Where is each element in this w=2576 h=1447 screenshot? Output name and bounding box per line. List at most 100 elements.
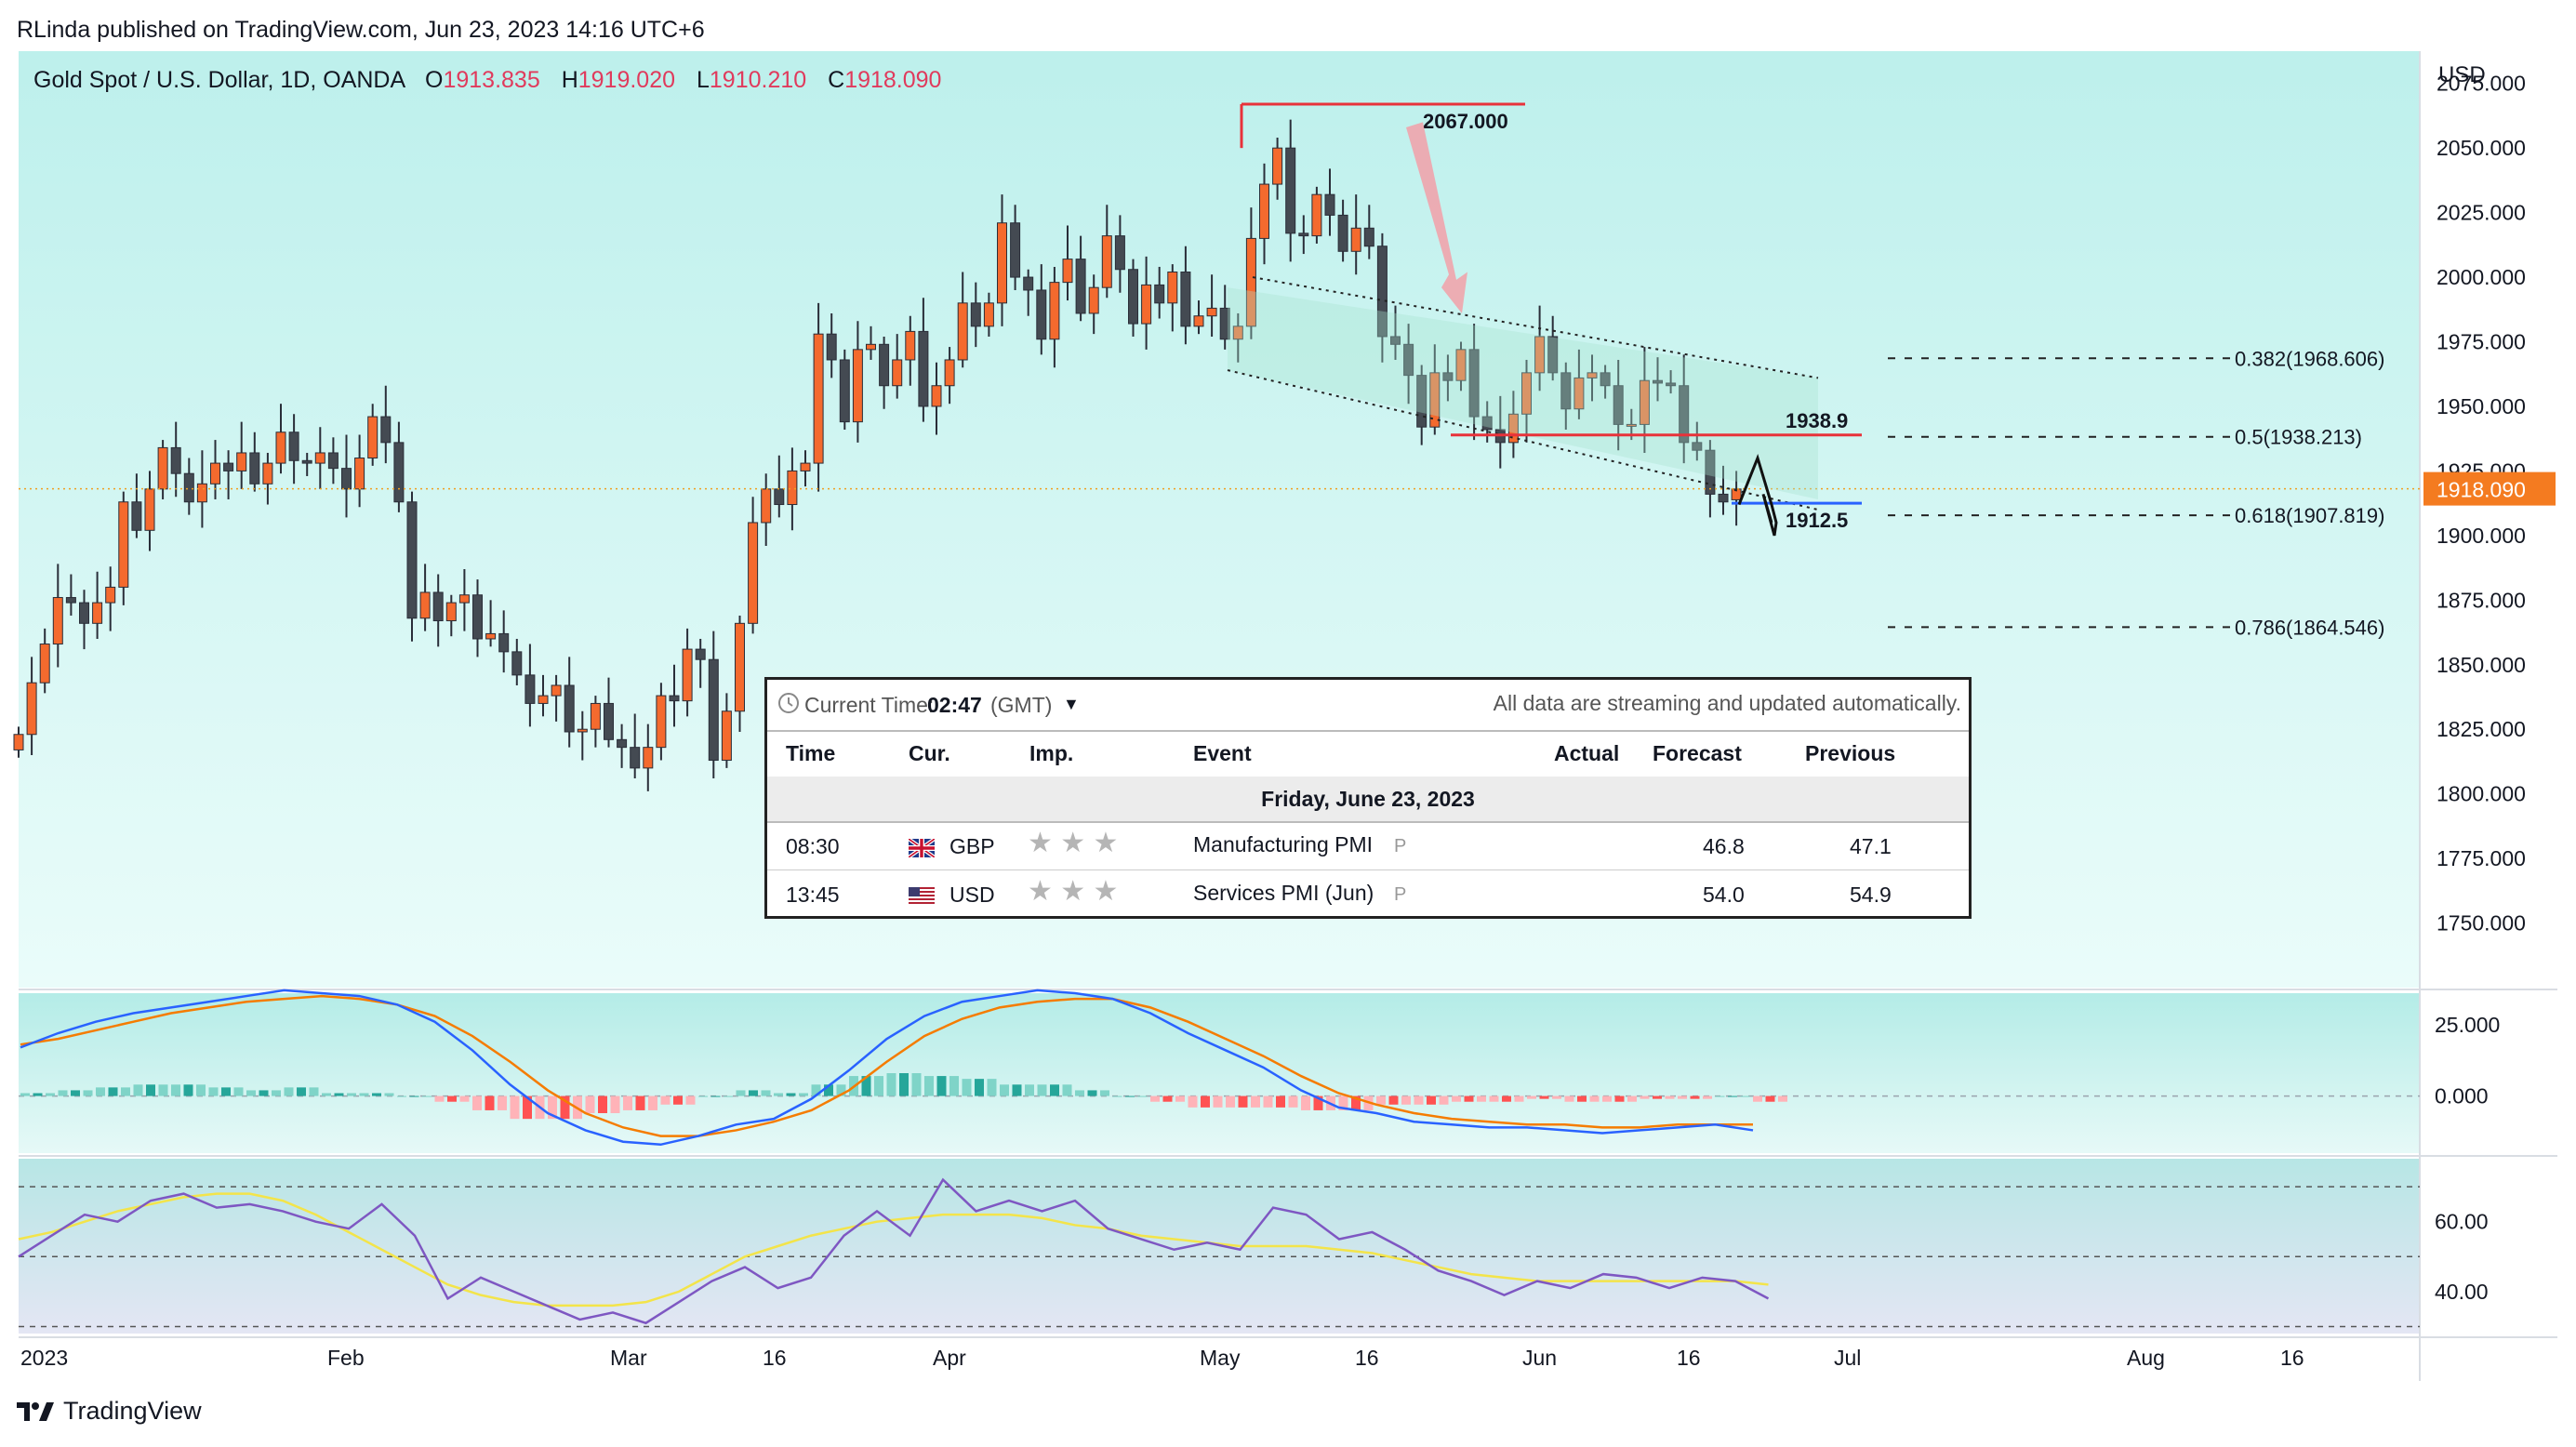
time-tick-label: Mar [610,1346,647,1370]
time-tick-label: May [1200,1346,1241,1370]
tradingview-brand[interactable]: TradingView [17,1397,202,1426]
candle [721,693,732,768]
fib-level-label: 0.382(1968.606) [2235,347,2384,370]
time-tick-label: Jul [1834,1346,1861,1370]
candle-body [170,446,181,474]
candle [1272,138,1283,200]
ohlc-close-label: C [828,67,845,93]
candle [1507,391,1519,458]
candle-body [1363,227,1374,247]
macd-histogram-bar [1753,1095,1762,1102]
candle [1455,341,1467,392]
candle-body [656,695,667,749]
col-actual: Actual [1554,741,1620,765]
macd-histogram-bar [987,1079,997,1096]
table-row[interactable]: 08:30 GBP ★ ★ ★ Manufacturing PMI P 46.8… [767,821,1969,870]
macd-histogram-bar [698,1095,708,1097]
macd-histogram-bar [121,1087,130,1096]
candle-body [1114,235,1125,271]
candle [761,473,772,546]
macd-histogram-bar [384,1093,394,1096]
candle [314,427,325,489]
timezone-dropdown[interactable]: (GMT) [990,693,1053,717]
macd-histogram-bar [1665,1095,1675,1099]
macd-histogram-bar [1000,1084,1009,1096]
candle [590,696,601,748]
candle-body [1455,349,1467,381]
candle [604,677,614,748]
candle-body [1416,375,1427,428]
candle [1468,324,1480,441]
candle-body [866,343,876,351]
chevron-down-icon[interactable]: ▼ [1063,695,1080,713]
symbol-name: Gold Spot / U.S. Dollar, 1D, OANDA [33,67,406,93]
macd-histogram-bar [20,1093,30,1096]
candle-body [419,591,431,619]
candle [852,321,863,443]
candle [643,724,654,791]
candle [1193,300,1204,335]
candle [1010,205,1021,290]
candle-body [826,333,837,361]
macd-histogram-bar [272,1090,281,1096]
candle [1390,305,1401,360]
macd-histogram-bar [1715,1095,1725,1097]
symbol-legend: Gold Spot / U.S. Dollar, 1D, OANDA O1913… [33,67,956,94]
macd-histogram-bar [899,1073,909,1096]
candle-body [105,586,116,604]
candle-body [92,602,103,624]
candle-body [1167,272,1178,304]
candle-body [538,695,549,704]
macd-histogram-bar [1690,1095,1700,1099]
candle [1298,215,1309,255]
candle [1114,215,1125,293]
macd-histogram-bar [359,1093,369,1096]
candle-body [800,462,811,471]
candle-body [918,330,929,407]
candle [551,674,562,722]
time-tick-label: Jun [1522,1346,1557,1370]
candle [511,638,523,685]
macd-histogram-bar [96,1087,105,1096]
price-tick-label: 1950.000 [2437,394,2526,418]
candle-body [144,488,155,531]
fib-level-label: 0.5(1938.213) [2235,426,2362,449]
macd-histogram-bar [397,1095,406,1097]
macd-histogram-bar [472,1095,482,1110]
candle [735,615,745,732]
candle [498,610,510,673]
candle [1666,370,1677,394]
candle [249,431,260,492]
macd-histogram-bar [133,1084,143,1096]
candle [1416,365,1427,445]
macd-histogram-bar [1703,1095,1712,1099]
uk-flag-icon [909,834,935,859]
candle [1337,199,1348,262]
col-forecast: Forecast [1653,741,1742,765]
event-time: 08:30 [786,834,840,858]
macd-histogram-bar [221,1087,231,1096]
candle [1023,269,1034,316]
candle [485,600,497,647]
macd-histogram-bar [1276,1095,1285,1108]
candle-body [511,651,523,676]
candle-body [1049,282,1060,340]
macd-pane-bg [19,993,2420,1153]
candle-body [524,674,536,704]
economic-calendar-widget: Current Time: 02:47 (GMT) ▼ All data are… [764,677,1972,919]
candle [432,574,444,647]
macd-histogram-bar [1301,1095,1310,1110]
table-row[interactable]: 13:45 USD ★ ★ ★ Services PMI (Jun) P 54.… [767,870,1969,918]
macd-histogram-bar [322,1093,331,1096]
event-forecast: 46.8 [1703,834,1745,858]
macd-histogram-bar [685,1095,696,1105]
macd-histogram-bar [447,1095,457,1102]
candle [1311,186,1322,244]
rsi-line [18,1177,1770,1325]
candle-body [223,462,234,471]
macd-histogram-bar [284,1087,294,1096]
macd-histogram-bar [523,1095,532,1120]
candle-body [1705,449,1716,495]
candle [1718,465,1729,515]
